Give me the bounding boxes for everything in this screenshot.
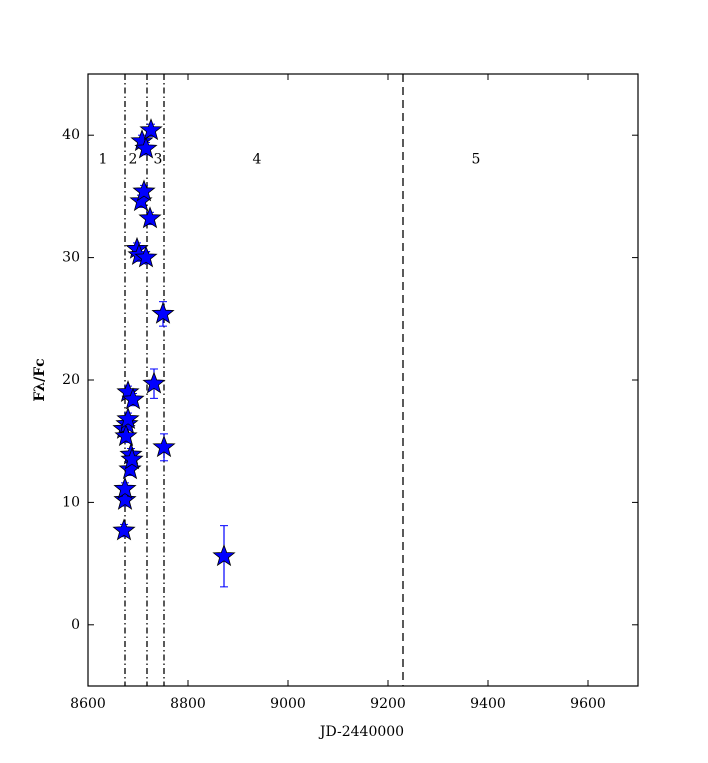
x-tick-label: 9400 — [470, 696, 506, 712]
y-tick-label: 40 — [62, 127, 80, 143]
x-tick-label: 8800 — [170, 696, 206, 712]
star-point — [151, 301, 175, 324]
x-tick-label: 8600 — [70, 696, 106, 712]
y-tick-label: 20 — [62, 372, 80, 388]
star-point — [120, 447, 144, 470]
star-point — [152, 435, 176, 458]
star-point — [138, 206, 162, 229]
star-point — [142, 371, 166, 394]
star-point — [114, 424, 138, 447]
plot-frame — [87, 73, 639, 687]
region-label: 1 — [99, 152, 108, 168]
y-tick-label: 10 — [62, 494, 80, 510]
star-point — [112, 518, 136, 541]
region-label: 2 — [129, 152, 138, 168]
y-tick-label: 0 — [71, 617, 80, 633]
star-point — [113, 476, 137, 499]
star-point — [132, 179, 156, 202]
star-point — [113, 487, 137, 510]
star-point — [139, 118, 163, 141]
y-tick-label: 30 — [62, 250, 80, 266]
star-point — [116, 407, 140, 430]
star-point — [121, 387, 145, 410]
star-point — [134, 245, 158, 268]
x-axis-label: JD-2440000 — [318, 724, 404, 740]
region-label: 5 — [472, 152, 481, 168]
star-point — [212, 544, 236, 567]
x-tick-label: 9000 — [270, 696, 306, 712]
star-point — [134, 136, 158, 159]
x-tick-label: 9600 — [570, 696, 606, 712]
x-tick-label: 9200 — [370, 696, 406, 712]
region-label: 4 — [253, 152, 262, 168]
y-axis-label: Fλ/Fc — [32, 358, 48, 401]
region-label: 3 — [154, 152, 163, 168]
